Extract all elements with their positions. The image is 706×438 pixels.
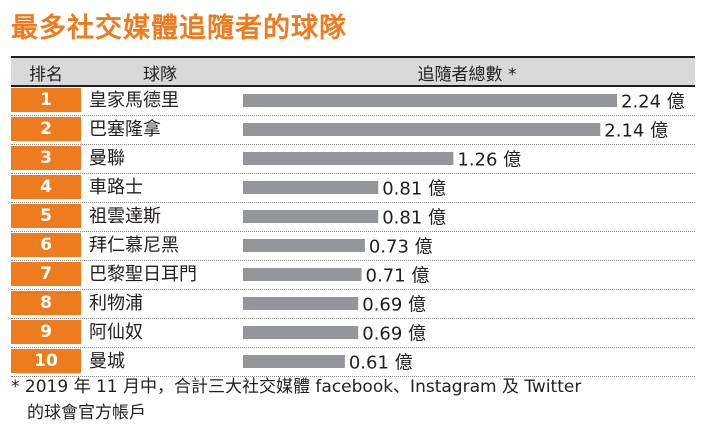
- bar-value-label: 2.14 億: [604, 121, 668, 142]
- bar-value-label: 0.61 億: [349, 353, 413, 374]
- table-row: 3 曼聯: [11, 145, 695, 174]
- rank-badge: 9: [11, 320, 81, 344]
- rank-badge: 5: [11, 204, 81, 228]
- bar-value-label: 1.26 億: [457, 150, 521, 171]
- team-name: 阿仙奴: [89, 322, 143, 343]
- table-row: 6 拜仁慕尼黑: [11, 232, 695, 261]
- table-header: 排名 球隊 追隨者總數 *: [11, 56, 695, 87]
- team-name: 拜仁慕尼黑: [89, 235, 179, 256]
- table-body: 1 皇家馬德里 2 巴塞隆拿 3 曼聯 4 車路士 5 祖雲達斯 6 拜仁慕尼黑 7 巴黎聖日耳門 8 利物浦…: [11, 87, 695, 377]
- bar-7: [243, 268, 362, 281]
- bar-10: [243, 355, 345, 368]
- ranking-table: 排名 球隊 追隨者總數 * 1 皇家馬德里 2 巴塞隆拿 3 曼聯 4 車路士 5 祖雲達斯 6 拜仁…: [11, 56, 695, 377]
- bar-1: [243, 94, 617, 107]
- table-row: 7 巴黎聖日耳門: [11, 261, 695, 290]
- bar-2: [243, 123, 601, 136]
- table-row: 2 巴塞隆拿: [11, 116, 695, 145]
- table-row: 5 祖雲達斯: [11, 203, 695, 232]
- bar-9: [243, 326, 359, 339]
- footnote-line-2: 的球會官方帳戶: [27, 403, 146, 423]
- bar-chart: 2.24 億 2.14 億 1.26 億 0.81 億 0.81 億 0.73 億 0.71…: [243, 92, 685, 374]
- table-row: 8 利物浦: [11, 290, 695, 319]
- bar-value-label: 0.69 億: [362, 324, 426, 345]
- chart-title: 最多社交媒體追隨者的球隊: [11, 13, 347, 44]
- bar-value-label: 0.81 億: [382, 208, 446, 229]
- table-row: 1 皇家馬德里: [11, 87, 695, 116]
- bar-value-label: 0.69 億: [362, 295, 426, 316]
- team-name: 祖雲達斯: [89, 206, 161, 227]
- bar-value-label: 0.73 億: [369, 237, 433, 258]
- team-name: 利物浦: [89, 293, 143, 314]
- team-name: 皇家馬德里: [89, 90, 179, 111]
- header-rank: 排名: [29, 65, 63, 85]
- rank-badge: 4: [11, 175, 81, 199]
- bar-6: [243, 239, 365, 252]
- team-name: 巴黎聖日耳門: [89, 264, 197, 285]
- table-row: 10 曼城: [11, 348, 695, 377]
- team-name: 車路士: [89, 177, 143, 198]
- bar-8: [243, 297, 359, 310]
- bar-4: [243, 181, 379, 194]
- bar-3: [243, 152, 454, 165]
- team-name: 曼聯: [89, 148, 125, 169]
- bar-value-label: 2.24 億: [621, 92, 685, 113]
- table-row: 9 阿仙奴: [11, 319, 695, 348]
- header-team: 球隊: [143, 65, 177, 85]
- footnote: * 2019 年 11 月中，合計三大社交媒體 facebook、Instagr…: [11, 374, 701, 426]
- rank-badge: 7: [11, 262, 81, 286]
- rank-badge: 8: [11, 291, 81, 315]
- table-row: 4 車路士: [11, 174, 695, 203]
- bar-value-label: 0.81 億: [382, 179, 446, 200]
- rank-badge: 3: [11, 146, 81, 170]
- bar-value-label: 0.71 億: [366, 266, 430, 287]
- rank-badge: 10: [11, 349, 81, 373]
- team-name: 巴塞隆拿: [89, 119, 161, 140]
- rank-badge: 6: [11, 233, 81, 257]
- bar-5: [243, 210, 379, 223]
- footnote-line-1: * 2019 年 11 月中，合計三大社交媒體 facebook、Instagr…: [11, 377, 582, 397]
- header-total-followers: 追隨者總數 *: [417, 65, 517, 85]
- rank-badge: 1: [11, 88, 81, 112]
- team-name: 曼城: [89, 351, 125, 372]
- rank-badge: 2: [11, 117, 81, 141]
